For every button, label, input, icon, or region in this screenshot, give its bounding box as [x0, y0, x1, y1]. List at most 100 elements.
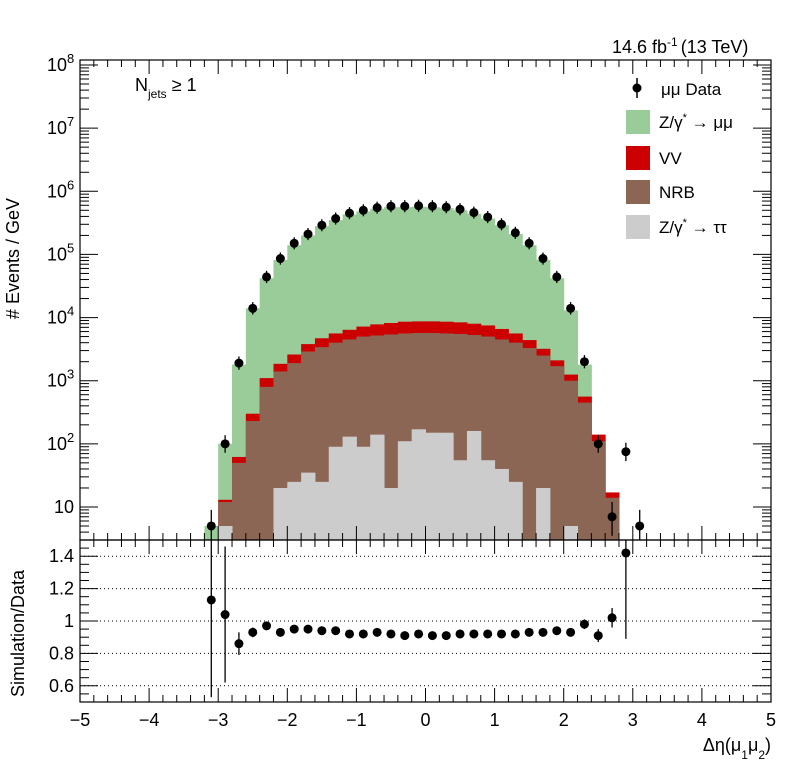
ratio-point — [552, 626, 562, 636]
data-point — [344, 207, 354, 220]
ratio-point — [566, 627, 576, 637]
data-point — [566, 302, 576, 315]
ratio-marker — [220, 610, 230, 620]
ratio-point — [344, 629, 354, 639]
legend-label-data: μμ Data — [661, 80, 722, 99]
x-tick-label: −2 — [277, 710, 298, 730]
bar-ztt — [425, 432, 440, 540]
ratio-marker — [579, 619, 589, 629]
data-point — [303, 228, 313, 241]
ratio-marker — [331, 626, 341, 636]
ratio-point — [206, 540, 216, 698]
bar-nrb — [563, 380, 579, 540]
legend-entry-ztt: Z/γ* → ττ — [626, 215, 727, 239]
legend-swatch-ztt — [626, 215, 650, 239]
data-point — [441, 201, 451, 214]
data-marker — [566, 303, 576, 313]
data-marker — [538, 254, 548, 264]
ratio-marker — [566, 627, 576, 637]
x-tick-label: −1 — [346, 710, 367, 730]
data-point — [317, 219, 327, 232]
x-tick-label: 1 — [490, 710, 500, 730]
bar-ztt — [287, 481, 302, 540]
data-marker — [510, 228, 520, 238]
data-marker — [441, 202, 451, 212]
bar-ztt — [466, 430, 482, 540]
ratio-point — [497, 629, 507, 639]
x-tick-label: −3 — [208, 710, 229, 730]
bar-ztt — [328, 446, 344, 540]
data-point — [635, 509, 645, 540]
y-tick-label-ratio: 1.4 — [49, 546, 74, 566]
data-marker — [372, 203, 382, 213]
y-tick-label-main: 104 — [47, 304, 74, 328]
bar-ztt — [536, 487, 551, 540]
data-marker — [262, 272, 272, 282]
ratio-marker — [427, 631, 437, 641]
data-marker — [607, 512, 617, 522]
x-tick-label: −5 — [70, 710, 91, 730]
y-tick-label-ratio: 1 — [64, 611, 74, 631]
ratio-point — [400, 631, 410, 641]
ratio-point — [303, 624, 313, 634]
ratio-point — [455, 629, 465, 639]
y-tick-label-ratio: 1.2 — [49, 579, 74, 599]
ratio-marker — [483, 629, 493, 639]
bar-ztt — [453, 460, 468, 540]
ratio-marker — [510, 629, 520, 639]
data-point — [593, 435, 603, 453]
main-histogram-bars — [204, 206, 620, 541]
ratio-point — [358, 629, 368, 639]
data-point — [262, 270, 272, 284]
ratio-point — [621, 540, 631, 639]
selection-label: Njets ≥ 1 — [135, 75, 197, 101]
ratio-point — [593, 629, 603, 643]
data-marker — [317, 220, 327, 230]
ratio-point — [248, 627, 258, 638]
data-marker — [469, 208, 479, 218]
data-marker — [635, 521, 645, 531]
ratio-marker — [400, 631, 410, 641]
data-marker — [427, 201, 437, 211]
legend-entry-vv: VV — [626, 146, 682, 170]
bar-ztt — [411, 429, 426, 540]
ratio-marker — [414, 629, 424, 639]
legend-swatch-zmm — [626, 110, 650, 134]
bar-ztt — [494, 468, 509, 540]
data-marker — [483, 212, 493, 222]
ratio-marker — [317, 626, 327, 636]
bar-nrb — [577, 402, 592, 540]
x-tick-label: 5 — [766, 710, 776, 730]
x-tick-label: 0 — [420, 710, 430, 730]
ratio-point — [275, 627, 285, 637]
data-point — [552, 270, 562, 284]
y-tick-label-main: 103 — [47, 367, 74, 391]
y-tick-label-main: 107 — [47, 114, 74, 138]
axis-ticks — [79, 60, 772, 703]
ratio-point — [234, 632, 244, 656]
ratio-marker — [469, 629, 479, 639]
ratio-marker — [303, 624, 313, 634]
data-point — [372, 201, 382, 214]
ratio-marker — [538, 627, 548, 637]
data-point — [275, 252, 285, 265]
legend-label-nrb: NRB — [659, 183, 695, 202]
ratio-marker — [455, 629, 465, 639]
data-marker — [344, 208, 354, 218]
legend-label-ztt: Z/γ* → ττ — [659, 217, 727, 237]
ratio-marker — [275, 627, 285, 637]
data-marker — [303, 229, 313, 239]
y-tick-label-main: 10 — [54, 497, 74, 517]
legend-entry-zmm: Z/γ* → μμ — [626, 110, 733, 134]
data-point — [510, 226, 520, 239]
y-tick-label-ratio: 0.8 — [49, 643, 74, 663]
legend-label-zmm: Z/γ* → μμ — [659, 112, 733, 132]
ratio-marker — [262, 621, 272, 631]
data-point — [386, 200, 396, 213]
data-marker — [552, 272, 562, 282]
ratio-point — [524, 627, 534, 637]
ratio-marker — [206, 595, 216, 605]
y-axis-title-main: # Events / GeV — [3, 198, 23, 319]
data-point — [538, 252, 548, 265]
data-marker — [289, 238, 299, 248]
